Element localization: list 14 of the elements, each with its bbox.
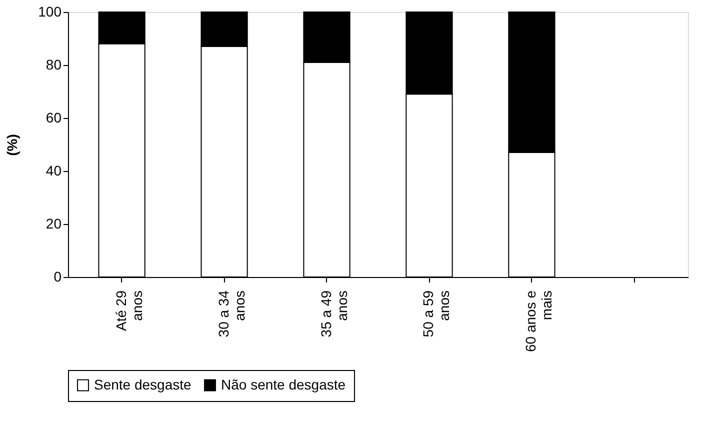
y-tick-label: 100: [38, 4, 62, 20]
x-tick-label: 35 a 49 anos: [318, 290, 350, 338]
y-tick-label: 80: [46, 56, 62, 72]
x-tick-label: 60 anos e mais: [522, 290, 555, 352]
y-tick-label: 20: [46, 216, 62, 232]
y-tick-label: 0: [54, 268, 62, 284]
y-tick-label: 60: [46, 110, 62, 126]
legend-label: Sente desgaste: [94, 376, 192, 392]
x-tick-label: Até 29 anos: [112, 290, 145, 331]
legend-label: Não sente desgaste: [221, 376, 346, 392]
x-tick-label: 30 a 34 anos: [215, 290, 248, 338]
y-axis-title: (%): [4, 134, 20, 156]
y-tick-label: 40: [46, 162, 62, 178]
x-tick-label: 50 a 59 anos: [420, 290, 452, 338]
